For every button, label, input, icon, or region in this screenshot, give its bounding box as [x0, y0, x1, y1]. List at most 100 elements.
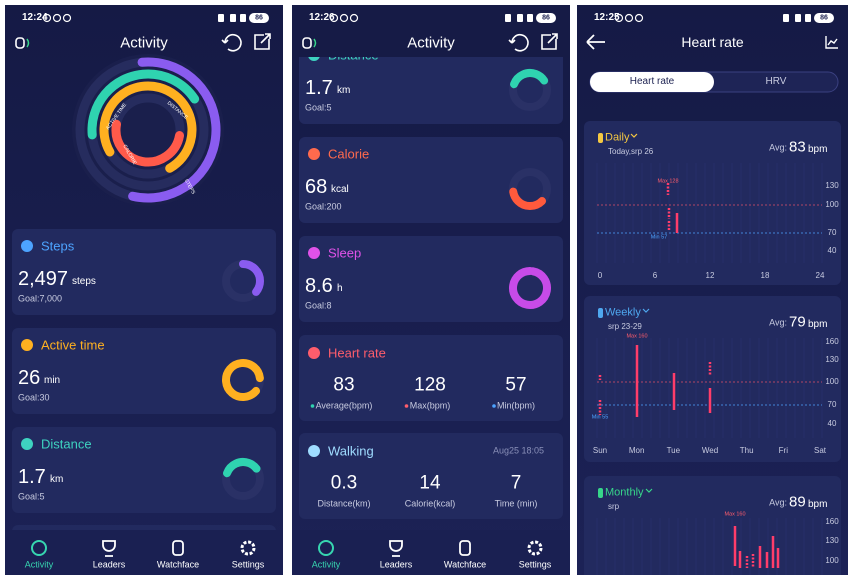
card-value: 1.7	[305, 77, 333, 99]
screen-graphics	[292, 5, 570, 575]
nav-icon	[459, 540, 471, 556]
nav-item[interactable]: Settings	[518, 559, 552, 570]
card	[12, 328, 276, 414]
status-icon	[624, 13, 634, 23]
nav-item[interactable]: Settings	[231, 559, 265, 570]
battery-level: 86	[255, 14, 263, 22]
card-title: Steps	[41, 238, 75, 254]
card-goal: Goal:7,000	[18, 293, 63, 304]
stat-label: Distance(km)	[317, 498, 371, 509]
period-name[interactable]: Monthly	[605, 486, 644, 499]
card-unit: km	[50, 474, 64, 485]
card-title: Sleep	[328, 245, 362, 261]
x-tick-label: 0	[597, 271, 603, 280]
tab-active	[590, 72, 714, 92]
x-tick-label: Sun	[592, 446, 608, 455]
period-range: srp	[608, 502, 620, 511]
period-indicator	[598, 308, 603, 318]
share-button[interactable]	[541, 33, 558, 50]
status-time: 12:26	[309, 12, 335, 23]
avg-value: 79	[789, 313, 806, 331]
chart-button[interactable]	[825, 36, 838, 49]
active-time-ring	[87, 69, 209, 191]
period-caret	[642, 308, 650, 313]
y-tick-label: 130	[825, 181, 839, 190]
stat-dot	[492, 404, 496, 408]
period-indicator	[598, 488, 603, 498]
battery-level: 86	[542, 14, 550, 22]
watch-signal	[26, 38, 30, 48]
period-name[interactable]: Weekly	[605, 306, 641, 319]
x-tick-label: Thu	[739, 446, 754, 455]
card-title: Calorie	[328, 146, 370, 162]
status-time: 12:25	[594, 12, 620, 23]
stat-value: 14	[419, 472, 441, 494]
status-icon	[614, 13, 624, 23]
period-caret	[630, 133, 638, 138]
nav-icon	[240, 540, 256, 556]
y-tick-label: 130	[825, 536, 839, 545]
walk-date: Aug25 18:05	[492, 445, 544, 456]
avg-unit: bpm	[808, 144, 828, 155]
max-marker: Max 160	[724, 511, 746, 518]
card	[299, 38, 563, 124]
card-goal: Goal:5	[18, 491, 45, 502]
max-marker: Max 160	[626, 333, 648, 340]
period-caret	[645, 488, 653, 493]
distance-ring	[75, 57, 221, 203]
card-icon	[308, 148, 320, 160]
card-unit: h	[337, 283, 343, 294]
nav-item[interactable]: Leaders	[379, 559, 413, 570]
x-tick-label: Sat	[813, 446, 827, 455]
nav-item[interactable]: Activity	[24, 559, 54, 570]
screen-graphics	[584, 13, 841, 575]
period-indicator	[598, 133, 603, 143]
activity-screen-scrolled: 1.7 km Goal:5 Distance 12:26 86 Activity Calori…	[292, 5, 570, 575]
x-tick-label: Wed	[701, 446, 719, 455]
period-range: srp 23-29	[608, 322, 642, 331]
period-name[interactable]: Daily	[605, 131, 630, 144]
refresh-button[interactable]	[508, 33, 529, 52]
status-icon	[218, 14, 224, 22]
card	[12, 427, 276, 513]
nav-icon	[102, 540, 116, 557]
nav-item[interactable]: Watchface	[156, 559, 200, 570]
card-value: 8.6	[305, 275, 333, 297]
share-button[interactable]	[254, 33, 271, 50]
card-title: Distance	[328, 57, 379, 62]
card-icon	[21, 339, 33, 351]
card	[299, 137, 563, 223]
y-tick-label: 40	[827, 246, 837, 255]
card	[12, 229, 276, 315]
tab[interactable]: Heart rate	[629, 76, 675, 87]
tab[interactable]: HRV	[765, 76, 787, 87]
y-tick-label: 100	[825, 200, 839, 209]
card-title: Heart rate	[328, 345, 386, 361]
stat-value: 0.3	[330, 472, 358, 494]
card-goal: Goal:5	[305, 102, 332, 113]
status-icon	[62, 13, 72, 23]
stat-dot	[404, 404, 409, 408]
refresh-button[interactable]	[221, 33, 242, 52]
stat-value: 128	[414, 374, 446, 396]
y-tick-label: 70	[827, 228, 837, 237]
screen-graphics	[5, 13, 283, 575]
header-band	[292, 5, 570, 57]
nav-icon	[389, 540, 403, 557]
back-button[interactable]	[586, 34, 605, 50]
y-tick-label: 40	[827, 419, 837, 428]
card-goal: Goal:30	[18, 392, 50, 403]
goal-ring	[222, 260, 264, 302]
nav-item[interactable]: Watchface	[443, 559, 487, 570]
screen-title: Heart rate	[681, 34, 744, 50]
x-tick-label: 6	[652, 271, 658, 280]
card	[299, 236, 563, 322]
goal-ring	[222, 359, 264, 401]
nav-item[interactable]: Leaders	[92, 559, 126, 570]
status-icon	[795, 14, 801, 22]
nav-item[interactable]: Activity	[311, 559, 341, 570]
card-icon	[308, 247, 320, 259]
stat-label: Calorie(kcal)	[404, 498, 456, 509]
x-tick-label: Fri	[778, 446, 788, 455]
period-range: Today,srp 26	[608, 147, 654, 156]
